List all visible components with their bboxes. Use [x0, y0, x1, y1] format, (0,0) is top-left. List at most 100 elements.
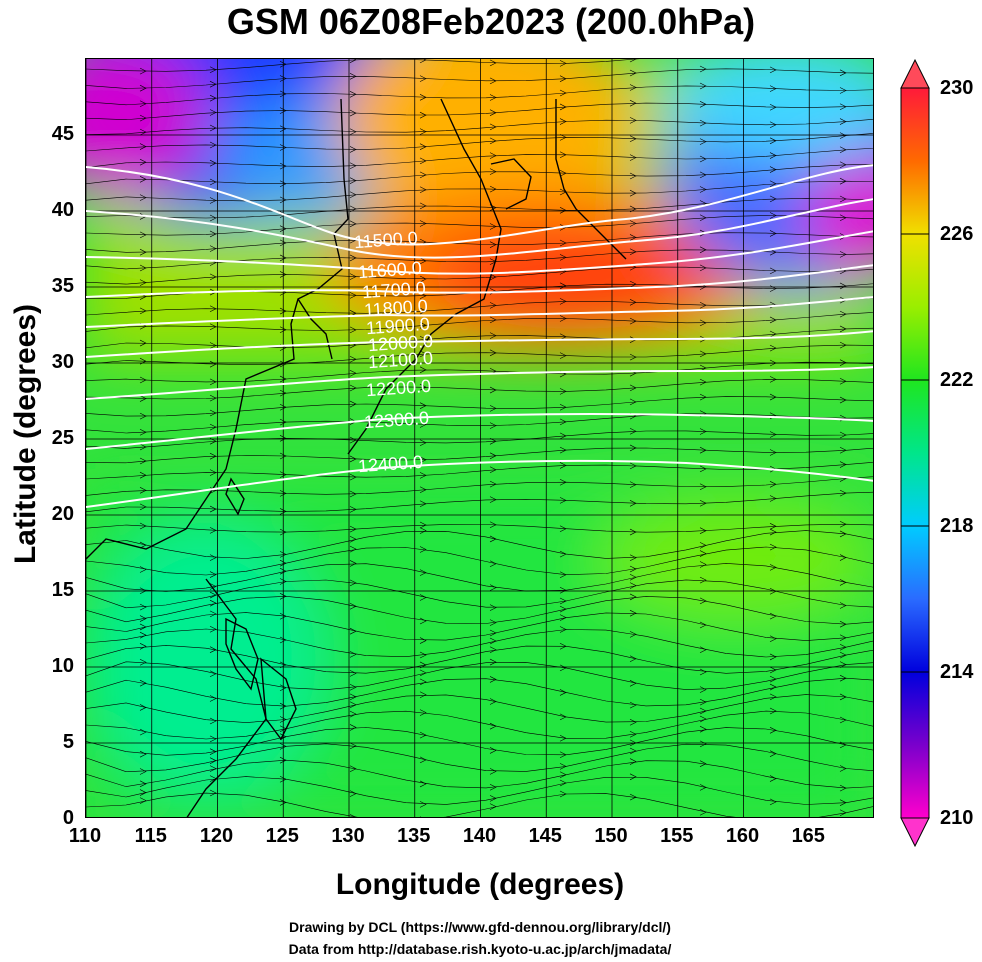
- wind-arrowhead: [139, 307, 147, 315]
- colorbar-tick-label: 218: [940, 515, 974, 537]
- wind-arrowhead: [139, 194, 147, 201]
- wind-arrowhead: [279, 636, 287, 644]
- wind-arrowhead: [419, 75, 427, 82]
- wind-arrowhead: [209, 571, 217, 578]
- wind-arrowhead: [209, 230, 217, 238]
- wind-arrowhead: [629, 154, 637, 161]
- wind-arrowhead: [629, 565, 637, 573]
- wind-arrowhead: [279, 326, 287, 334]
- wind-arrowhead: [209, 789, 217, 797]
- wind-arrowhead: [769, 727, 777, 734]
- wind-arrowhead: [279, 471, 287, 478]
- wind-arrowhead: [139, 279, 147, 286]
- wind-arrowhead: [349, 506, 357, 513]
- wind-arrowhead: [769, 152, 777, 159]
- wind-arrowhead: [349, 177, 357, 184]
- wind-arrowhead: [559, 713, 567, 721]
- wind-arrowhead: [489, 795, 497, 802]
- wind-arrowhead: [139, 541, 147, 549]
- x-tick-label: 135: [397, 825, 431, 847]
- wind-arrowhead: [629, 758, 637, 765]
- wind-arrowhead: [209, 646, 217, 653]
- streamline: [86, 595, 873, 625]
- streamline: [86, 232, 873, 253]
- wind-arrowhead: [209, 717, 217, 725]
- wind-arrowhead: [559, 151, 567, 159]
- wind-arrowhead: [559, 207, 567, 214]
- wind-arrowhead: [559, 605, 567, 613]
- wind-arrowhead: [209, 735, 217, 743]
- wind-arrowhead: [279, 307, 287, 315]
- wind-arrowhead: [769, 495, 777, 502]
- wind-arrowhead: [349, 535, 357, 543]
- wind-arrowhead: [839, 251, 847, 258]
- y-tick-label: 0: [62, 807, 74, 829]
- wind-arrowhead: [839, 431, 847, 439]
- wind-arrowhead: [769, 393, 777, 401]
- streamline: [86, 491, 873, 513]
- wind-arrowhead: [349, 273, 357, 280]
- wind-arrowhead: [839, 461, 847, 468]
- wind-arrowhead: [139, 522, 147, 530]
- wind-arrowhead: [419, 691, 427, 698]
- wind-arrowhead: [139, 443, 147, 451]
- wind-arrowhead: [489, 452, 497, 460]
- wind-arrowhead: [209, 670, 217, 677]
- streamline: [86, 180, 873, 202]
- wind-arrowhead: [629, 353, 637, 361]
- wind-arrowhead: [559, 751, 567, 759]
- wind-arrowhead: [419, 521, 427, 529]
- wind-arrowhead: [769, 666, 777, 674]
- wind-arrowhead: [839, 651, 847, 659]
- wind-arrowhead: [419, 617, 427, 625]
- wind-arrowhead: [209, 452, 217, 460]
- colorbar: [900, 58, 930, 848]
- wind-arrowhead: [419, 275, 427, 283]
- wind-arrowhead: [699, 740, 707, 748]
- wind-arrowhead: [209, 360, 217, 368]
- streamline: [86, 677, 873, 707]
- streamline: [86, 396, 873, 417]
- wind-arrowhead: [629, 773, 637, 781]
- wind-arrowhead: [699, 82, 707, 90]
- wind-arrowhead: [209, 527, 217, 534]
- wind-arrowhead: [559, 735, 567, 742]
- wind-arrowhead: [419, 439, 427, 447]
- wind-arrowhead: [559, 779, 567, 787]
- wind-arrowhead: [559, 525, 567, 533]
- colorbar-max-arrow: [900, 58, 930, 89]
- wind-arrowhead: [489, 316, 497, 324]
- wind-arrowhead: [419, 472, 427, 479]
- wind-arrowhead: [839, 87, 847, 94]
- wind-arrowhead: [209, 245, 217, 252]
- wind-arrowhead: [419, 594, 427, 601]
- wind-arrowhead: [489, 604, 497, 611]
- y-tick-label: 25: [51, 427, 74, 449]
- wind-arrowhead: [699, 550, 707, 557]
- wind-arrowhead: [279, 360, 287, 368]
- wind-arrowhead: [839, 310, 847, 318]
- streamline: [86, 661, 873, 691]
- colorbar-tick-label: 230: [940, 77, 974, 99]
- wind-arrowhead: [629, 747, 637, 755]
- wind-arrowhead: [629, 117, 637, 124]
- wind-arrowhead: [279, 756, 287, 764]
- wind-arrowhead: [489, 698, 497, 705]
- wind-arrowhead: [279, 716, 287, 723]
- wind-arrowhead: [139, 623, 147, 631]
- wind-arrowhead: [489, 676, 497, 683]
- wind-arrowhead: [349, 220, 357, 228]
- wind-arrowhead: [209, 625, 217, 633]
- wind-arrowhead: [559, 626, 567, 633]
- wind-arrowhead: [769, 180, 777, 188]
- wind-arrowhead: [839, 146, 847, 154]
- wind-arrowhead: [489, 784, 497, 791]
- wind-arrowhead: [139, 615, 147, 622]
- streamline: [86, 59, 640, 72]
- wind-arrowhead: [699, 668, 707, 676]
- y-tick-label: 5: [62, 731, 74, 753]
- x-tick-label: 120: [199, 825, 234, 847]
- wind-arrowhead: [559, 75, 567, 82]
- wind-arrowhead: [769, 683, 777, 691]
- wind-arrowhead: [419, 678, 427, 686]
